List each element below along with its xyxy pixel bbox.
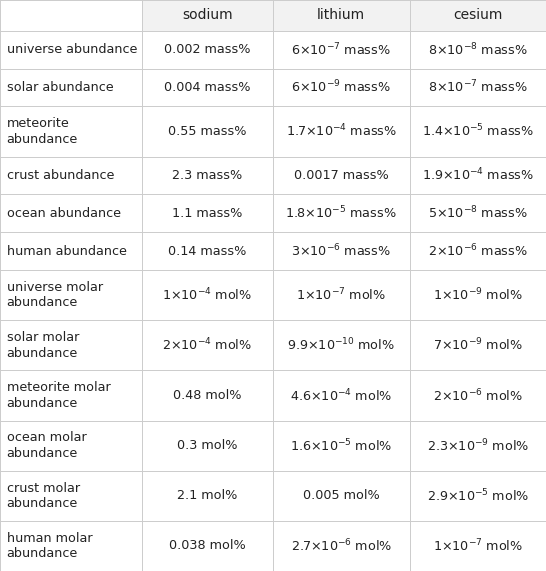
Text: 0.002 mass%: 0.002 mass%	[164, 43, 251, 56]
Bar	[142, 0, 273, 31]
Text: 5×10$^{-8}$ mass%: 5×10$^{-8}$ mass%	[428, 205, 527, 222]
Text: 0.004 mass%: 0.004 mass%	[164, 81, 251, 94]
Text: 1.4×10$^{-5}$ mass%: 1.4×10$^{-5}$ mass%	[422, 123, 533, 140]
Text: 0.0017 mass%: 0.0017 mass%	[294, 169, 389, 182]
Text: crust molar
abundance: crust molar abundance	[7, 481, 80, 510]
Text: 4.6×10$^{-4}$ mol%: 4.6×10$^{-4}$ mol%	[290, 387, 393, 404]
Text: 9.9×10$^{-10}$ mol%: 9.9×10$^{-10}$ mol%	[287, 337, 395, 353]
Text: 1×10$^{-4}$ mol%: 1×10$^{-4}$ mol%	[163, 287, 252, 304]
Text: 0.005 mol%: 0.005 mol%	[303, 489, 379, 502]
Text: 1.9×10$^{-4}$ mass%: 1.9×10$^{-4}$ mass%	[422, 167, 533, 184]
Text: meteorite
abundance: meteorite abundance	[7, 117, 78, 146]
Text: ocean abundance: ocean abundance	[7, 207, 121, 220]
Text: crust abundance: crust abundance	[7, 169, 114, 182]
Text: 0.3 mol%: 0.3 mol%	[177, 439, 238, 452]
Text: 3×10$^{-6}$ mass%: 3×10$^{-6}$ mass%	[292, 243, 391, 260]
Text: 8×10$^{-8}$ mass%: 8×10$^{-8}$ mass%	[428, 41, 527, 58]
Text: cesium: cesium	[453, 9, 502, 22]
Text: 1×10$^{-7}$ mol%: 1×10$^{-7}$ mol%	[296, 287, 386, 304]
Text: 1×10$^{-9}$ mol%: 1×10$^{-9}$ mol%	[433, 287, 523, 304]
Text: 1.1 mass%: 1.1 mass%	[173, 207, 242, 220]
Text: universe abundance: universe abundance	[7, 43, 137, 56]
Text: 0.038 mol%: 0.038 mol%	[169, 540, 246, 552]
Text: 1.7×10$^{-4}$ mass%: 1.7×10$^{-4}$ mass%	[286, 123, 397, 140]
Text: 2.1 mol%: 2.1 mol%	[177, 489, 238, 502]
Text: human molar
abundance: human molar abundance	[7, 532, 92, 560]
Text: lithium: lithium	[317, 9, 365, 22]
Text: 1.6×10$^{-5}$ mol%: 1.6×10$^{-5}$ mol%	[290, 437, 393, 454]
Text: solar abundance: solar abundance	[7, 81, 113, 94]
Text: 1.8×10$^{-5}$ mass%: 1.8×10$^{-5}$ mass%	[286, 205, 397, 222]
Text: 0.14 mass%: 0.14 mass%	[168, 245, 247, 258]
Text: 0.55 mass%: 0.55 mass%	[168, 125, 247, 138]
Text: 0.48 mol%: 0.48 mol%	[173, 389, 242, 402]
Text: 2×10$^{-6}$ mol%: 2×10$^{-6}$ mol%	[433, 387, 523, 404]
Text: 6×10$^{-9}$ mass%: 6×10$^{-9}$ mass%	[292, 79, 391, 96]
Bar	[273, 0, 410, 31]
Text: human abundance: human abundance	[7, 245, 127, 258]
Text: 6×10$^{-7}$ mass%: 6×10$^{-7}$ mass%	[292, 41, 391, 58]
Text: 7×10$^{-9}$ mol%: 7×10$^{-9}$ mol%	[433, 337, 523, 353]
Bar	[410, 0, 546, 31]
Text: solar molar
abundance: solar molar abundance	[7, 331, 79, 360]
Text: 2.7×10$^{-6}$ mol%: 2.7×10$^{-6}$ mol%	[290, 538, 392, 554]
Text: ocean molar
abundance: ocean molar abundance	[7, 432, 86, 460]
Text: 1×10$^{-7}$ mol%: 1×10$^{-7}$ mol%	[433, 538, 523, 554]
Text: 2×10$^{-4}$ mol%: 2×10$^{-4}$ mol%	[163, 337, 252, 353]
Text: 8×10$^{-7}$ mass%: 8×10$^{-7}$ mass%	[428, 79, 527, 96]
Text: 2.9×10$^{-5}$ mol%: 2.9×10$^{-5}$ mol%	[426, 488, 529, 504]
Text: meteorite molar
abundance: meteorite molar abundance	[7, 381, 110, 410]
Text: universe molar
abundance: universe molar abundance	[7, 281, 103, 309]
Text: 2.3×10$^{-9}$ mol%: 2.3×10$^{-9}$ mol%	[426, 437, 529, 454]
Text: sodium: sodium	[182, 9, 233, 22]
Text: 2×10$^{-6}$ mass%: 2×10$^{-6}$ mass%	[428, 243, 527, 260]
Text: 2.3 mass%: 2.3 mass%	[173, 169, 242, 182]
